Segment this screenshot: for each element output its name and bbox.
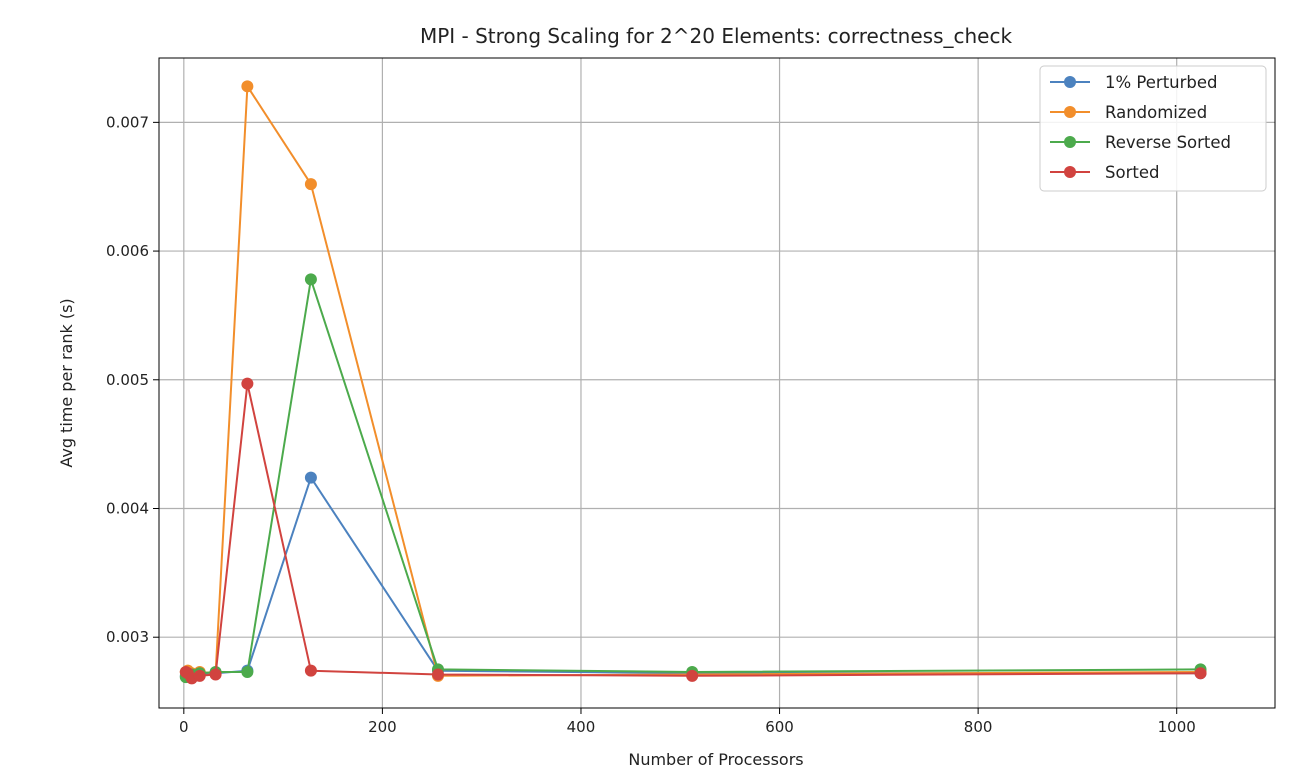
legend-box: [1039, 65, 1267, 192]
axis-ticks: 0 200 400 600 800 1000 0.003 0.004 0.005 0.006 0.0…: [106, 113, 1196, 736]
y-axis-label: Avg time per rank (s): [57, 298, 76, 467]
y-tick-label: 0.003: [106, 628, 149, 646]
x-tick-label: 0: [179, 718, 189, 736]
legend-item: Sorted: [1050, 163, 1159, 182]
x-tick-label: 800: [964, 718, 993, 736]
legend-item: 1% Perturbed: [1050, 73, 1218, 92]
legend-item: Randomized: [1050, 103, 1207, 122]
y-tick-label: 0.006: [106, 242, 149, 260]
legend-label: Reverse Sorted: [1105, 133, 1231, 152]
y-tick-label: 0.005: [106, 371, 149, 389]
series-1-perturbed: [179, 471, 1207, 682]
series-line: [185, 476, 1201, 677]
legend-marker: [1064, 106, 1076, 118]
y-tick-label: 0.004: [106, 499, 149, 517]
series-line: [185, 278, 1201, 678]
x-tick-label: 400: [567, 718, 596, 736]
x-axis-label: Number of Processors: [628, 750, 803, 769]
x-tick-label: 200: [368, 718, 397, 736]
legend-marker: [1064, 166, 1076, 178]
x-tick-label: 1000: [1158, 718, 1196, 736]
series-sorted: [179, 377, 1207, 685]
data-point: [304, 664, 317, 677]
legend-marker: [1064, 76, 1076, 88]
series-line: [185, 382, 1201, 680]
plot-area-frame: [158, 57, 1276, 709]
x-tick-label: 600: [765, 718, 794, 736]
legend-marker: [1064, 136, 1076, 148]
data-point: [193, 669, 206, 682]
data-point: [432, 668, 444, 681]
data-point: [209, 668, 222, 681]
y-tick-label: 0.007: [106, 113, 149, 131]
data-point: [241, 377, 254, 390]
legend-label: 1% Perturbed: [1105, 73, 1218, 92]
legend-label: Randomized: [1105, 103, 1207, 122]
data-point: [304, 273, 317, 286]
data-point: [1194, 667, 1207, 680]
data-point: [304, 471, 317, 484]
legend: 1% Perturbed Randomized Reverse Sorted Sort…: [1039, 65, 1267, 192]
data-point: [686, 669, 699, 682]
legend-label: Sorted: [1105, 163, 1159, 182]
data-point: [241, 665, 254, 678]
data-point: [241, 80, 254, 93]
data-point: [304, 178, 317, 191]
chart-title: MPI - Strong Scaling for 2^20 Elements: …: [420, 24, 1013, 48]
legend-item: Reverse Sorted: [1050, 133, 1231, 152]
series-reverse-sorted: [179, 273, 1207, 684]
series-lines: [179, 80, 1207, 685]
